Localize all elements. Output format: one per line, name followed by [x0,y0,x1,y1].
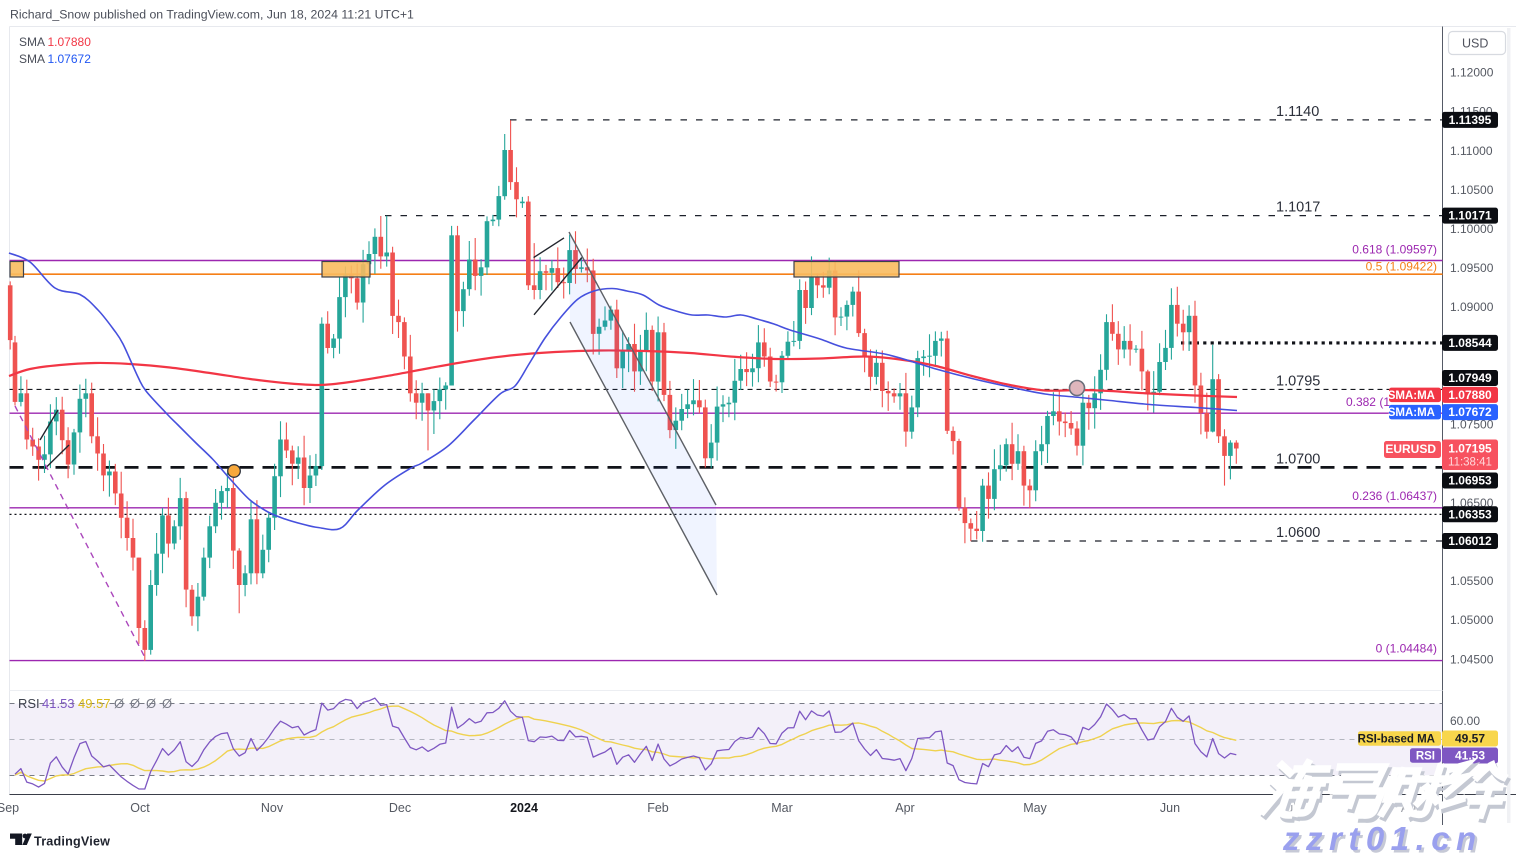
svg-text:RSI: RSI [18,696,40,711]
svg-text:49.57: 49.57 [1455,732,1485,746]
svg-text:1.10171: 1.10171 [1448,209,1492,223]
svg-text:1.07880: 1.07880 [1448,388,1492,402]
svg-text:Ø: Ø [146,696,156,711]
svg-text:Ø: Ø [162,696,172,711]
svg-text:1.05000: 1.05000 [1450,613,1494,627]
svg-text:SMA: SMA [19,52,45,66]
svg-text:0.236 (1.06437): 0.236 (1.06437) [1352,489,1437,503]
svg-text:1.07500: 1.07500 [1450,418,1494,432]
svg-text:Dec: Dec [389,801,411,815]
svg-text:May: May [1023,801,1047,815]
svg-text:1.0700: 1.0700 [1276,451,1320,467]
svg-text:1.06012: 1.06012 [1448,534,1492,548]
svg-text:0.382 (1: 0.382 (1 [1346,395,1390,409]
svg-text:SMA:MA: SMA:MA [1388,390,1435,402]
svg-text:1.08544: 1.08544 [1448,336,1492,350]
svg-text:Mar: Mar [771,801,793,815]
svg-text:1.0600: 1.0600 [1276,525,1320,541]
svg-text:1.12000: 1.12000 [1450,66,1494,80]
svg-text:11:38:41: 11:38:41 [1448,456,1492,468]
svg-text:EURUSD: EURUSD [1385,442,1436,456]
svg-text:1.11395: 1.11395 [1449,113,1492,127]
svg-text:1.06953: 1.06953 [1448,474,1492,488]
svg-text:1.09000: 1.09000 [1450,300,1494,314]
svg-text:USD: USD [1462,37,1488,51]
svg-text:SMA:MA: SMA:MA [1388,407,1435,419]
svg-text:0 (1.04484): 0 (1.04484) [1376,642,1437,656]
svg-text:1.07672: 1.07672 [1448,405,1492,419]
svg-text:RSI: RSI [1416,751,1435,763]
svg-text:1.11000: 1.11000 [1450,144,1493,158]
svg-text:41.53: 41.53 [42,696,75,711]
svg-text:1.07880: 1.07880 [48,35,92,49]
svg-text:1.10500: 1.10500 [1450,183,1494,197]
svg-text:2024: 2024 [510,801,538,815]
svg-text:60.00: 60.00 [1450,714,1480,728]
svg-text:49.57: 49.57 [78,696,111,711]
svg-text:1.05500: 1.05500 [1450,574,1494,588]
svg-text:1.07672: 1.07672 [48,52,92,66]
svg-text:Jun: Jun [1160,801,1180,815]
svg-text:1.1017: 1.1017 [1276,200,1320,216]
svg-text:Sep: Sep [0,801,19,815]
svg-text:Richard_Snow published on Trad: Richard_Snow published on TradingView.co… [10,8,414,22]
svg-text:Oct: Oct [130,801,150,815]
svg-text:0.5 (1.09422): 0.5 (1.09422) [1366,260,1437,274]
svg-text:SMA: SMA [19,35,45,49]
svg-text:1.10000: 1.10000 [1450,222,1494,236]
svg-text:zzrt01.cn: zzrt01.cn [1282,820,1483,857]
svg-text:Apr: Apr [895,801,914,815]
svg-text:TradingView: TradingView [34,835,110,849]
svg-text:0.618 (1.09597): 0.618 (1.09597) [1352,243,1437,257]
svg-text:Nov: Nov [261,801,284,815]
svg-text:Feb: Feb [647,801,669,815]
svg-text:1.1140: 1.1140 [1276,104,1319,120]
svg-text:1.0795: 1.0795 [1276,374,1320,390]
svg-text:1.04500: 1.04500 [1450,652,1494,666]
svg-text:1.06353: 1.06353 [1448,507,1492,521]
svg-text:41.53: 41.53 [1455,749,1485,763]
svg-text:Ø: Ø [130,696,140,711]
svg-text:1.07195: 1.07195 [1448,442,1492,456]
svg-text:1.07949: 1.07949 [1448,371,1492,385]
svg-text:RSI-based MA: RSI-based MA [1358,734,1435,746]
svg-text:zzrt01.cn: zzrt01.cn [1285,823,1486,857]
svg-text:1.09500: 1.09500 [1450,261,1494,275]
svg-text:Ø: Ø [114,696,124,711]
